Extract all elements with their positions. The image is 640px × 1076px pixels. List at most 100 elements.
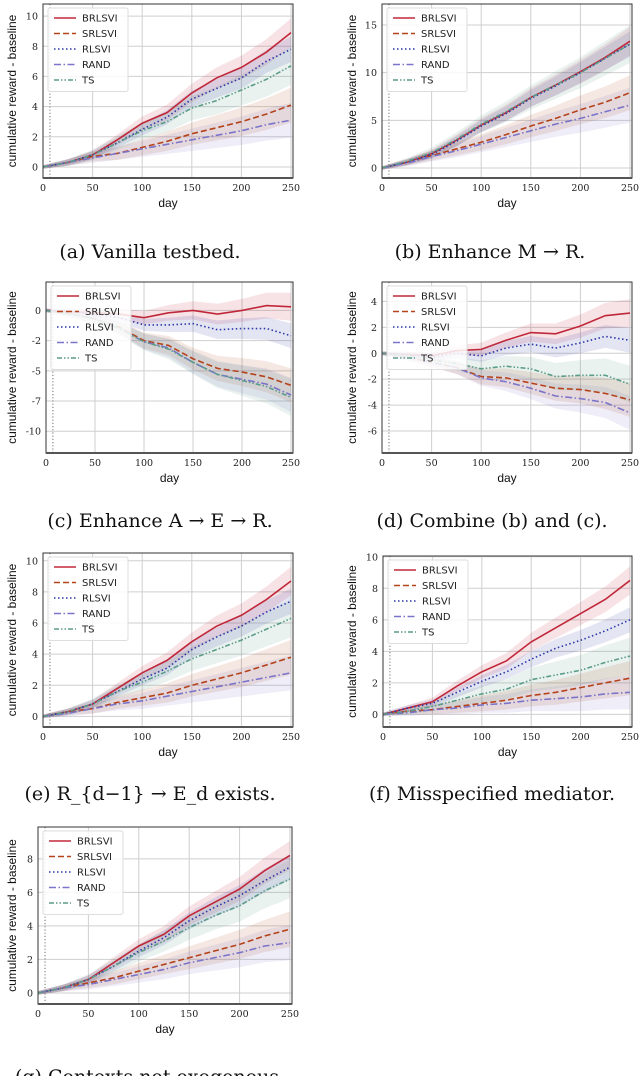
legend: BRLSVI SRLSVI RLSVI RAND TS [50, 285, 132, 370]
x-tick-label: 200 [232, 732, 250, 743]
series-line-ts [382, 43, 631, 169]
series-line-rand [43, 119, 292, 168]
x-tick-label: 250 [621, 732, 639, 743]
y-axis-label: cumulative reward - baseline [5, 839, 19, 992]
legend-label: BRLSVI [422, 566, 458, 577]
chart-d: 0 50 100 150 200 250 -6 -4 -2 0 2 4 day cumulative re… [345, 281, 639, 532]
series-line-rlsvi [43, 600, 292, 718]
legend-label: RLSVI [421, 323, 450, 334]
legend-box [47, 556, 129, 641]
legend-label: SRLSVI [82, 29, 117, 40]
x-tick-label: 250 [621, 458, 639, 469]
confidence-band-rand [382, 87, 631, 170]
x-tick-label: 200 [232, 183, 250, 194]
y-tick-label: 6 [32, 72, 38, 83]
x-tick-label: 100 [130, 1009, 148, 1020]
y-axis-label: cumulative reward - baseline [5, 563, 19, 716]
x-tick-label: 200 [571, 183, 589, 194]
legend-box [386, 285, 468, 370]
chart-c: 0 50 100 150 200 250 0 -2 -5 -7 -10 day cumulative r… [5, 281, 300, 532]
legend-label: SRLSVI [421, 29, 456, 40]
legend-label: RLSVI [85, 323, 114, 334]
y-axis-label: cumulative reward - baseline [5, 14, 19, 167]
series-line-rand [43, 672, 292, 718]
x-tick-label: 50 [87, 183, 99, 194]
x-tick-label: 50 [87, 732, 99, 743]
series-line-rlsvi [383, 619, 631, 716]
x-tick-label: 50 [426, 732, 438, 743]
chart-caption: (b) Enhance M → R. [395, 241, 586, 263]
legend-label: TS [81, 625, 94, 636]
y-tick-label: -7 [32, 397, 41, 408]
y-tick-label: 8 [372, 584, 378, 595]
legend-label: TS [420, 354, 433, 365]
y-axis-label: cumulative reward - baseline [5, 291, 19, 444]
legend-label: RAND [82, 60, 111, 71]
legend-label: SRLSVI [85, 307, 120, 318]
chart-caption: (g) Contexts not exogenous. [15, 1066, 285, 1076]
y-tick-label: 2 [371, 323, 377, 334]
series-line-brlsvi [382, 40, 631, 169]
y-tick-label: -10 [26, 427, 41, 438]
y-tick-label: 4 [372, 647, 378, 658]
y-tick-label: 0 [27, 988, 33, 999]
series-line-srlsvi [382, 91, 631, 169]
x-tick-label: 100 [472, 458, 490, 469]
x-tick-label: 150 [184, 458, 202, 469]
y-tick-label: 8 [32, 587, 38, 598]
legend-label: RLSVI [82, 594, 111, 605]
x-tick-label: 50 [82, 1009, 94, 1020]
y-tick-label: 0 [32, 712, 38, 723]
x-tick-label: 200 [231, 1009, 249, 1020]
chart-a: 0 50 100 150 200 250 0 2 4 6 8 10 day cumulative rewa… [5, 3, 300, 263]
legend-label: RAND [77, 883, 106, 894]
x-tick-label: 100 [472, 183, 490, 194]
confidence-band-srlsvi [382, 75, 631, 170]
legend: BRLSVI SRLSVI RLSVI RAND TS [386, 285, 468, 370]
x-tick-label: 50 [426, 458, 438, 469]
legend-label: SRLSVI [421, 307, 456, 318]
legend-label: TS [76, 899, 89, 910]
legend-label: BRLSVI [85, 292, 121, 303]
legend-label: SRLSVI [82, 578, 117, 589]
chart-caption: (e) R_{d−1} → E_d exists. [24, 783, 275, 805]
legend-label: SRLSVI [422, 581, 457, 592]
y-axis-label: cumulative reward - baseline [345, 14, 359, 167]
legend: BRLSVI SRLSVI RLSVI RAND TS [42, 830, 124, 915]
legend-box [386, 7, 468, 92]
chart-caption: (a) Vanilla testbed. [59, 241, 240, 263]
series-line-ts [43, 65, 292, 168]
y-axis-label: cumulative reward - baseline [345, 291, 359, 444]
confidence-band-rlsvi [43, 36, 292, 169]
x-tick-label: 250 [282, 183, 300, 194]
series-line-rlsvi [382, 43, 631, 169]
x-axis-label: day [497, 196, 516, 210]
x-tick-label: 100 [133, 732, 151, 743]
y-tick-label: 2 [32, 681, 38, 692]
y-axis-label: cumulative reward - baseline [345, 565, 359, 718]
x-tick-label: 200 [571, 458, 589, 469]
legend: BRLSVI SRLSVI RLSVI RAND TS [47, 556, 129, 641]
x-tick-label: 250 [621, 183, 639, 194]
series-line-rlsvi [43, 48, 292, 168]
legend-label: RAND [85, 338, 114, 349]
x-axis-label: day [158, 196, 177, 210]
x-tick-label: 0 [43, 458, 49, 469]
legend-label: RAND [421, 60, 450, 71]
y-tick-label: -4 [368, 401, 377, 412]
confidence-band-rand [382, 351, 631, 430]
series-line-rand [383, 691, 631, 716]
confidence-band-rand [43, 655, 292, 719]
x-tick-label: 250 [281, 1009, 299, 1020]
x-tick-label: 100 [135, 458, 153, 469]
y-tick-label: 2 [27, 955, 33, 966]
series-group [38, 840, 291, 995]
confidence-band-rlsvi [43, 588, 292, 719]
confidence-band-ts [38, 859, 290, 995]
series-group [382, 25, 631, 170]
x-axis-label: day [155, 1022, 174, 1036]
chart-e: 0 50 100 150 200 250 0 2 4 6 8 10 day cumulative rewa… [5, 552, 300, 805]
legend-label: BRLSVI [421, 14, 457, 25]
y-tick-label: -2 [368, 375, 377, 386]
y-tick-label: 8 [32, 42, 38, 53]
